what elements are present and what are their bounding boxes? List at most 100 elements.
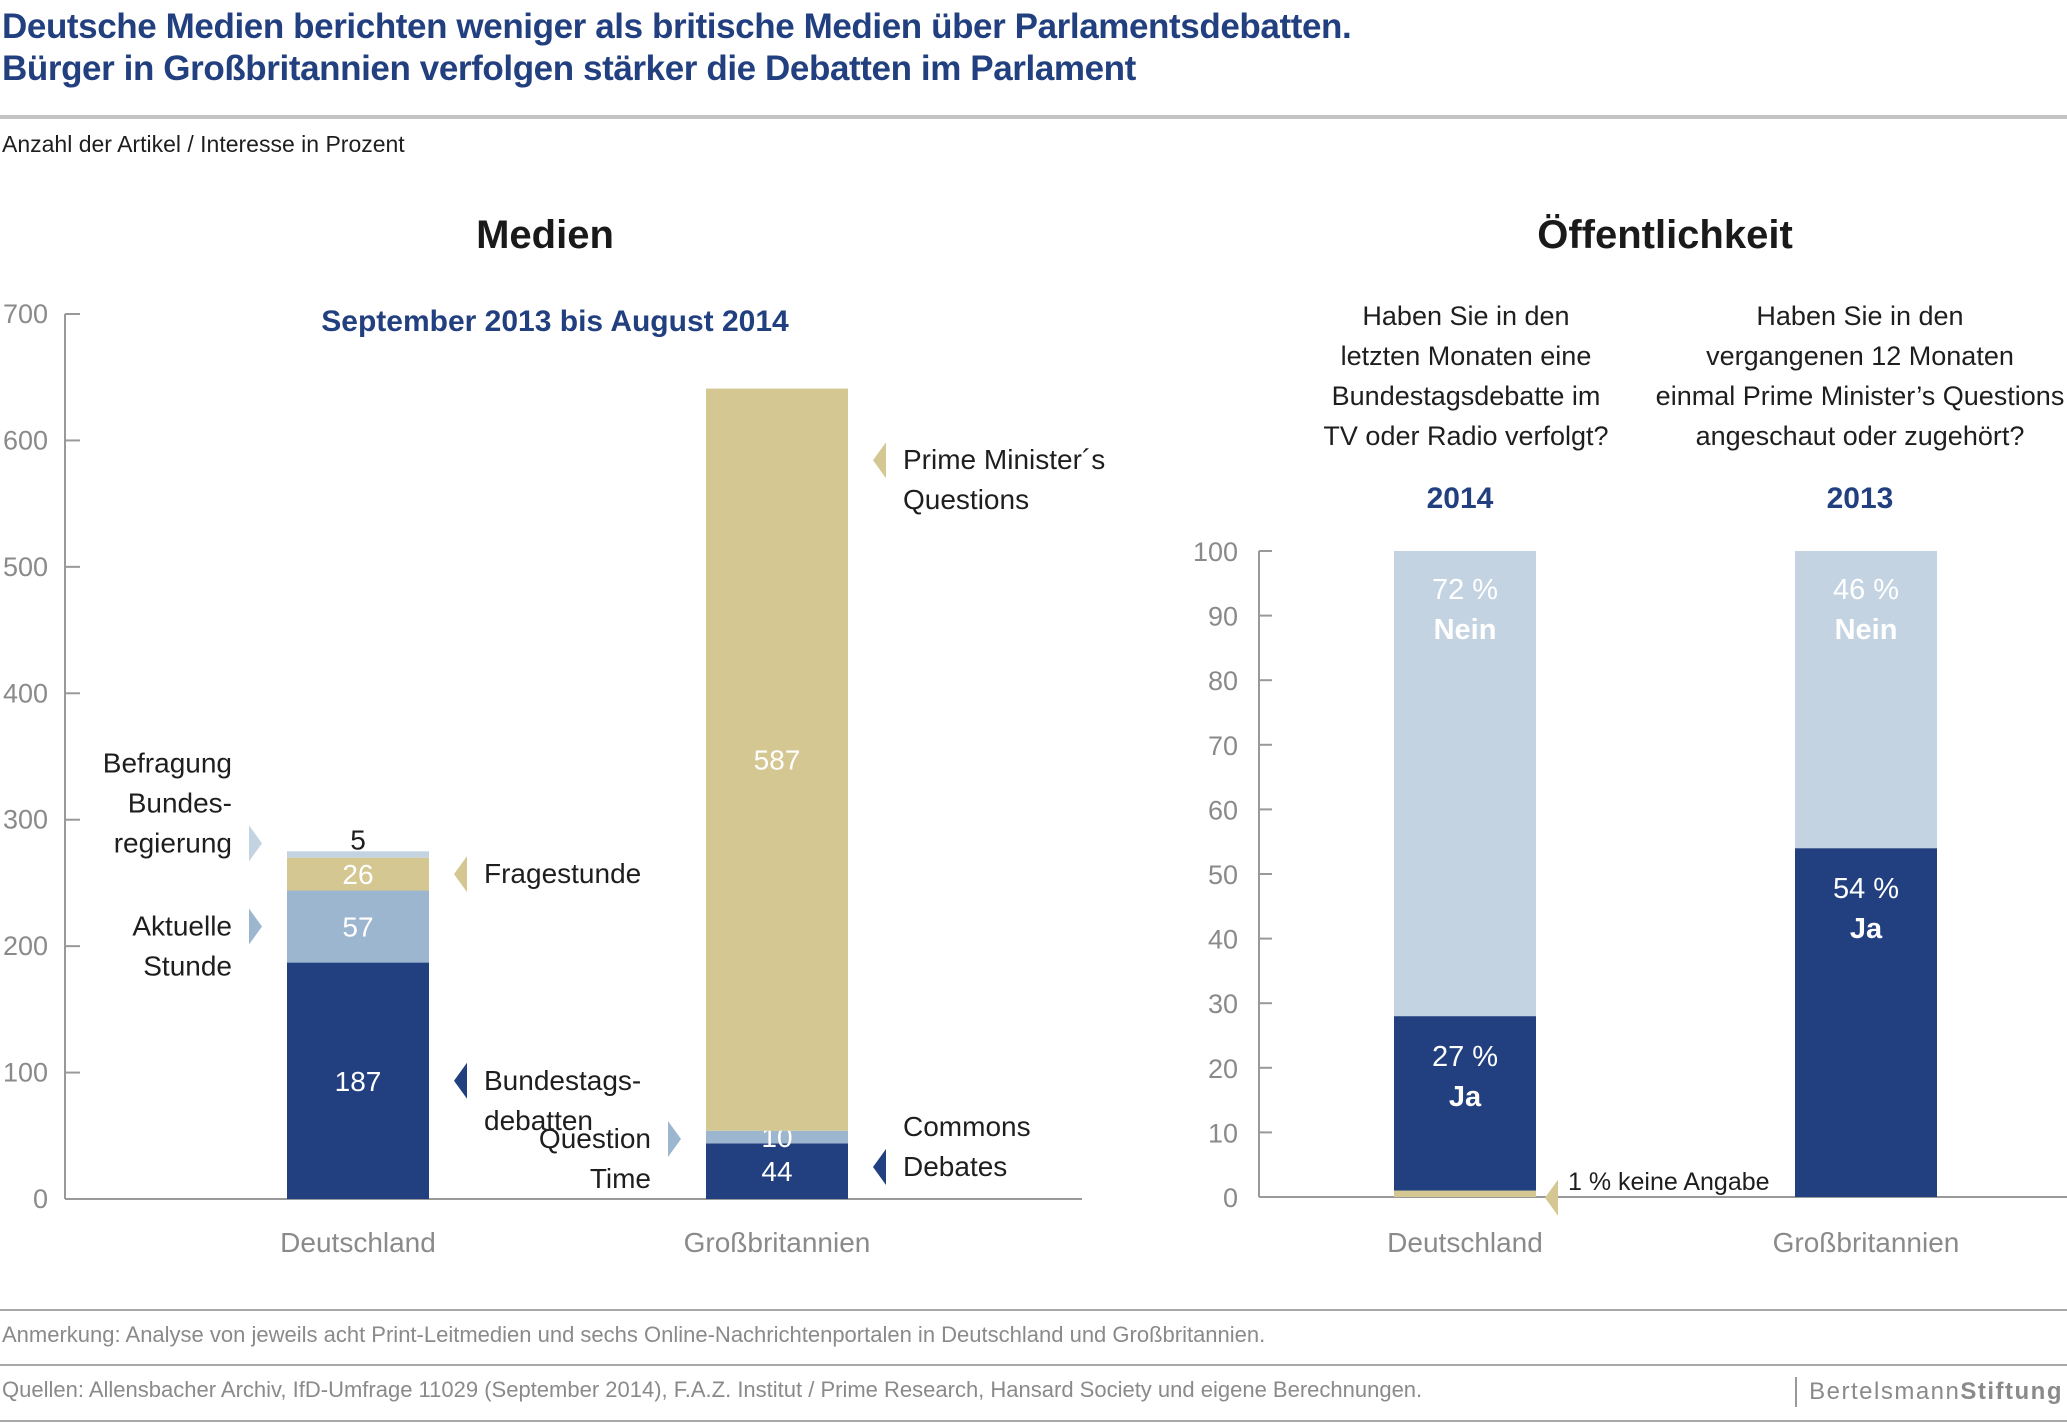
y-tick-label: 600 bbox=[3, 425, 48, 455]
bar-segment-prime-minister-s-questions bbox=[706, 388, 848, 1131]
y-tick-label: 20 bbox=[1208, 1054, 1238, 1084]
question-grossbritannien: Haben Sie in den vergangenen 12 Monaten … bbox=[1656, 296, 2065, 456]
segment-annotation: Prime Minister´s bbox=[903, 444, 1105, 475]
question-line: Bundestagsdebatte im bbox=[1331, 381, 1601, 411]
y-tick-label: 0 bbox=[1223, 1183, 1238, 1213]
x-category-label: Deutschland bbox=[280, 1227, 436, 1258]
segment-annotation: Question bbox=[539, 1123, 651, 1154]
bar-segment-nein bbox=[1795, 551, 1937, 849]
segment-annotation: 1 % keine Angabe bbox=[1568, 1168, 1770, 1196]
footer-divider-middle bbox=[0, 1364, 2067, 1366]
y-tick-label: 400 bbox=[3, 678, 48, 708]
y-tick-label: 30 bbox=[1208, 989, 1238, 1019]
question-line: angeschaut oder zugehört? bbox=[1695, 421, 2025, 451]
y-tick-label: 0 bbox=[33, 1184, 48, 1214]
question-deutschland: Haben Sie in den letzten Monaten eine Bu… bbox=[1323, 296, 1608, 456]
bar-segment-befragung-bundesregierung bbox=[287, 851, 429, 858]
bar-segment-nein bbox=[1394, 551, 1536, 1017]
bar-segment-keine-angabe bbox=[1394, 1190, 1536, 1197]
x-category-label: Deutschland bbox=[1387, 1227, 1543, 1258]
segment-answer-label: Ja bbox=[1449, 1081, 1482, 1113]
y-tick-label: 90 bbox=[1208, 602, 1238, 632]
question-line: Haben Sie in den bbox=[1756, 301, 1964, 331]
pointer-arrow-icon bbox=[1545, 1179, 1558, 1216]
y-tick-label: 40 bbox=[1208, 925, 1238, 955]
y-tick-label: 100 bbox=[3, 1058, 48, 1088]
segment-value-label: 44 bbox=[761, 1156, 792, 1187]
y-tick-label: 10 bbox=[1208, 1118, 1238, 1148]
y-tick-label: 50 bbox=[1208, 860, 1238, 890]
segment-value-label: 5 bbox=[350, 824, 366, 855]
segment-annotation: Aktuelle bbox=[132, 911, 232, 942]
segment-percent-label: 54 % bbox=[1833, 873, 1899, 905]
question-line: einmal Prime Minister’s Questions bbox=[1655, 381, 2065, 411]
footer-sources: Quellen: Allensbacher Archiv, IfD-Umfrag… bbox=[2, 1377, 1423, 1402]
y-tick-label: 300 bbox=[3, 805, 48, 835]
y-tick-label: 70 bbox=[1208, 731, 1238, 761]
segment-annotation: Time bbox=[590, 1163, 651, 1194]
y-tick-label: 60 bbox=[1208, 795, 1238, 825]
bar-segment-bundestags-debatten bbox=[287, 962, 429, 1199]
question-line: vergangenen 12 Monaten bbox=[1706, 341, 2014, 371]
segment-value-label: 26 bbox=[342, 859, 373, 890]
bar-segment-commons-debates bbox=[706, 1143, 848, 1199]
logo-light-text: Bertelsmann bbox=[1809, 1378, 1961, 1405]
pointer-arrow-icon bbox=[668, 1121, 681, 1157]
segment-value-label: 57 bbox=[342, 912, 373, 943]
header-divider bbox=[0, 115, 2067, 119]
segment-annotation: regierung bbox=[114, 827, 232, 858]
segment-annotation: debatten bbox=[484, 1105, 593, 1136]
segment-answer-label: Nein bbox=[1835, 614, 1898, 646]
segment-percent-label: 46 % bbox=[1833, 574, 1899, 606]
segment-answer-label: Nein bbox=[1434, 614, 1497, 646]
segment-annotation: Stunde bbox=[143, 951, 232, 982]
segment-annotation: Befragung bbox=[103, 747, 232, 778]
segment-annotation: Bundes- bbox=[128, 787, 232, 818]
segment-percent-label: 27 % bbox=[1432, 1041, 1498, 1073]
footer-note: Anmerkung: Analyse von jeweils acht Prin… bbox=[2, 1322, 1266, 1347]
footer-divider-bottom bbox=[0, 1420, 2067, 1422]
y-tick-label: 200 bbox=[3, 931, 48, 961]
logo-bold-text: Stiftung bbox=[1960, 1378, 2063, 1405]
x-category-label: Großbritannien bbox=[1773, 1227, 1960, 1258]
bar-segment-question-time bbox=[706, 1130, 848, 1144]
bertelsmann-logo: BertelsmannStiftung bbox=[1795, 1377, 2063, 1407]
pointer-arrow-icon bbox=[454, 856, 467, 893]
bar-segment-ja bbox=[1795, 848, 1937, 1197]
segment-annotation: Bundestags- bbox=[484, 1065, 641, 1096]
segment-annotation: Debates bbox=[903, 1151, 1007, 1182]
segment-percent-label: 72 % bbox=[1432, 574, 1498, 606]
footer-divider-top bbox=[0, 1309, 2067, 1311]
pointer-arrow-icon bbox=[873, 1149, 886, 1185]
year-label-grossbritannien: 2013 bbox=[1826, 482, 1894, 515]
title-line-2: Bürger in Großbritannien verfolgen stärk… bbox=[2, 49, 1136, 88]
y-tick-label: 100 bbox=[1193, 537, 1238, 567]
y-tick-label: 700 bbox=[3, 299, 48, 329]
title-line-1: Deutsche Medien berichten weniger als br… bbox=[2, 7, 1352, 46]
pointer-arrow-icon bbox=[249, 825, 262, 862]
segment-value-label: 587 bbox=[754, 745, 801, 776]
chart-subtitle: Anzahl der Artikel / Interesse in Prozen… bbox=[2, 131, 405, 157]
public-section-title: Öffentlichkeit bbox=[1537, 213, 1793, 257]
segment-annotation: Fragestunde bbox=[484, 858, 641, 889]
bar-segment-ja bbox=[1394, 1016, 1536, 1191]
year-label-deutschland: 2014 bbox=[1426, 482, 1494, 515]
media-section-title: Medien bbox=[476, 213, 614, 257]
bar-segment-fragestunde bbox=[287, 857, 429, 891]
pointer-arrow-icon bbox=[454, 1062, 467, 1099]
question-line: Haben Sie in den bbox=[1362, 301, 1570, 331]
bar-segment-aktuelle-stunde bbox=[287, 890, 429, 963]
segment-annotation: Questions bbox=[903, 484, 1029, 515]
media-period-label: September 2013 bis August 2014 bbox=[321, 305, 789, 338]
chart-title: Deutsche Medien berichten weniger als br… bbox=[2, 6, 1352, 90]
question-line: letzten Monaten eine bbox=[1340, 341, 1592, 371]
segment-annotation: Commons bbox=[903, 1111, 1031, 1142]
segment-answer-label: Ja bbox=[1850, 913, 1883, 945]
pointer-arrow-icon bbox=[873, 442, 886, 479]
segment-value-label: 187 bbox=[335, 1066, 382, 1097]
y-tick-label: 500 bbox=[3, 552, 48, 582]
x-category-label: Großbritannien bbox=[684, 1227, 871, 1258]
question-line: TV oder Radio verfolgt? bbox=[1323, 421, 1609, 451]
pointer-arrow-icon bbox=[249, 908, 262, 945]
